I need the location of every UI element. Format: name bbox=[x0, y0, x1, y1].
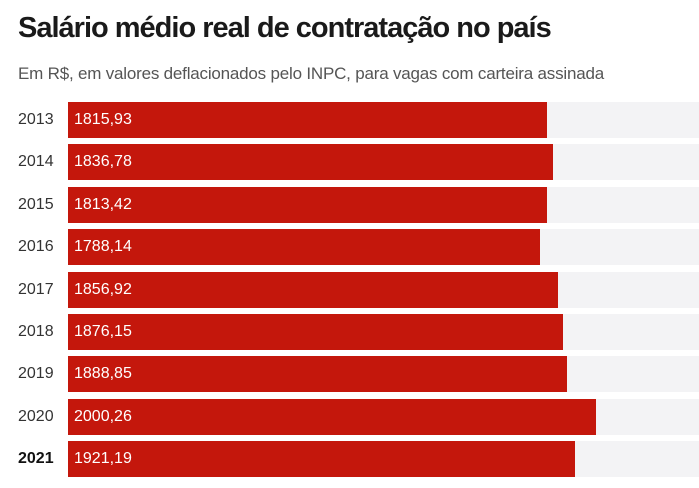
category-label: 2017 bbox=[18, 280, 54, 298]
value-label: 1788,14 bbox=[74, 238, 132, 256]
value-label: 2000,26 bbox=[74, 407, 132, 425]
value-label: 1876,15 bbox=[74, 323, 132, 340]
value-label: 1813,42 bbox=[74, 195, 132, 213]
value-label: 1888,85 bbox=[74, 365, 132, 383]
category-label: 2013 bbox=[18, 111, 54, 128]
chart-title: Salário médio real de contratação no paí… bbox=[18, 12, 552, 44]
bar-track: 1788,14 bbox=[68, 229, 699, 266]
bar-track: 1921,19 bbox=[68, 441, 699, 478]
category-label: 2015 bbox=[18, 195, 54, 213]
bar bbox=[68, 271, 559, 308]
bar-row-2020: 2020 2000,26 bbox=[0, 398, 699, 435]
bar bbox=[68, 144, 553, 181]
category-label: 2018 bbox=[18, 323, 54, 340]
bar-track: 1856,92 bbox=[68, 271, 699, 308]
bar-track: 1813,42 bbox=[68, 186, 699, 223]
bar-row-2014: 2014 1836,78 bbox=[0, 144, 699, 181]
bar-row-2018: 2018 1876,15 bbox=[0, 314, 699, 350]
bar bbox=[68, 102, 548, 138]
bar-track: 1876,15 bbox=[68, 314, 699, 350]
bar bbox=[68, 441, 576, 478]
bar bbox=[68, 229, 541, 266]
bar-row-2016: 2016 1788,14 bbox=[0, 229, 699, 266]
category-label: 2014 bbox=[18, 153, 54, 171]
category-label: 2019 bbox=[18, 365, 54, 383]
value-label: 1836,78 bbox=[74, 153, 132, 171]
bar-row-2015: 2015 1813,42 bbox=[0, 186, 699, 223]
bar-track: 1815,93 bbox=[68, 102, 699, 138]
category-label: 2021 bbox=[18, 450, 54, 468]
bar bbox=[68, 356, 567, 393]
bar bbox=[68, 314, 564, 350]
bar-row-2021: 2021 1921,19 bbox=[0, 441, 699, 478]
value-label: 1921,19 bbox=[74, 450, 132, 468]
bar-row-2017: 2017 1856,92 bbox=[0, 271, 699, 308]
bar bbox=[68, 186, 547, 223]
bar-track: 1888,85 bbox=[68, 356, 699, 393]
category-label: 2020 bbox=[18, 407, 54, 425]
value-label: 1856,92 bbox=[74, 280, 132, 298]
value-label: 1815,93 bbox=[74, 111, 132, 128]
category-label: 2016 bbox=[18, 238, 54, 256]
chart-subtitle: Em R$, em valores deflacionados pelo INP… bbox=[18, 64, 604, 83]
bar bbox=[68, 398, 597, 435]
bar-track: 1836,78 bbox=[68, 144, 699, 181]
bar-track: 2000,26 bbox=[68, 398, 699, 435]
bar-row-2019: 2019 1888,85 bbox=[0, 356, 699, 393]
bar-row-2013: 2013 1815,93 bbox=[0, 102, 699, 138]
